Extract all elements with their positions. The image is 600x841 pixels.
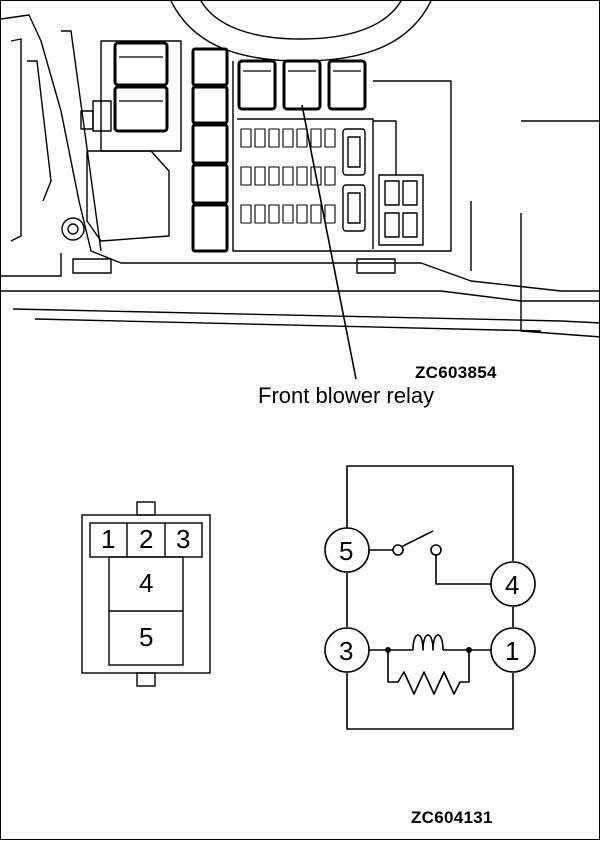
- connector-pin-5: 5: [139, 622, 154, 652]
- connector-pin-2: 2: [139, 524, 154, 554]
- relay-callout-label: Front blower relay: [258, 383, 435, 408]
- relay-box-illustration: [1, 1, 600, 380]
- connector-pin-3: 3: [176, 524, 191, 554]
- top-figure-code: ZC603854: [415, 363, 497, 382]
- bottom-figure-code: ZC604131: [411, 808, 493, 827]
- callout-leader-line: [301, 104, 357, 380]
- circuit-terminal-1: 1: [505, 636, 520, 666]
- connector-diagram: 1 2 3 4 5: [81, 501, 211, 687]
- circuit-terminal-4: 4: [505, 570, 520, 600]
- connector-pin-4: 4: [139, 568, 154, 598]
- circuit-terminal-3: 3: [339, 636, 354, 666]
- connector-pin-1: 1: [101, 524, 116, 554]
- circuit-terminal-5: 5: [339, 536, 354, 566]
